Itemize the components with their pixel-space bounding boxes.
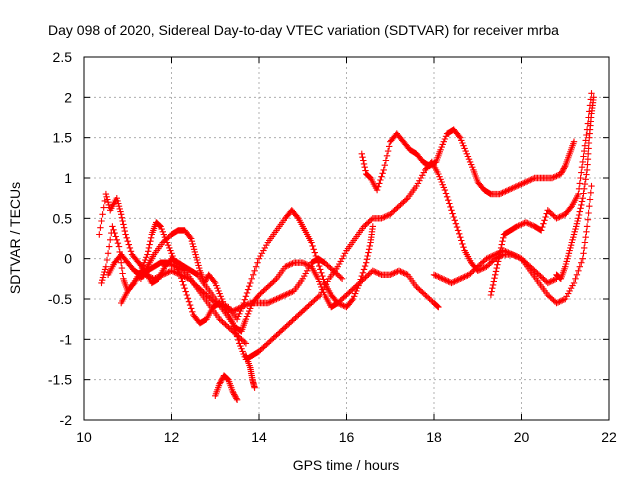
series-trace-d <box>137 227 442 335</box>
data-point-markers <box>242 352 258 391</box>
y-axis-label: SDTVAR / TECUs <box>7 182 23 294</box>
series-trace-c <box>358 126 578 198</box>
x-tick-label: 12 <box>164 429 180 445</box>
x-tick-label: 18 <box>426 429 442 445</box>
y-tick-label: 1 <box>64 170 72 186</box>
series-trace-k <box>553 94 597 282</box>
data-point-markers <box>430 247 560 287</box>
data-point-markers <box>212 372 241 403</box>
x-tick-label: 10 <box>76 429 92 445</box>
x-tick-label: 20 <box>514 429 530 445</box>
series-trace-h <box>104 251 250 347</box>
x-tick-label: 16 <box>339 429 355 445</box>
y-tick-label: 0 <box>64 251 72 267</box>
data-point-markers <box>137 227 442 335</box>
series-trace-j <box>242 352 258 391</box>
data-point-markers <box>487 90 595 299</box>
series-trace-g <box>487 90 595 299</box>
series-trace-i <box>212 372 241 403</box>
y-tick-label: 0.5 <box>53 210 73 226</box>
x-axis-label: GPS time / hours <box>293 457 400 473</box>
y-tick-label: 2.5 <box>53 49 73 65</box>
axis-ticks: 10 12 14 16 18 20 22 -2 -1.5 -1 -0.5 0 0.5 1 1.5 2 2.5 <box>48 49 617 445</box>
y-tick-label: 2 <box>64 89 72 105</box>
y-tick-label: -1 <box>60 331 73 347</box>
data-point-markers <box>553 94 597 282</box>
x-tick-label: 22 <box>601 429 617 445</box>
data-point-markers <box>104 251 250 347</box>
y-tick-label: -2 <box>60 412 73 428</box>
y-tick-label: 1.5 <box>53 130 73 146</box>
data-point-markers <box>358 126 578 198</box>
data-marks <box>96 90 597 403</box>
chart-title: Day 098 of 2020, Sidereal Day-to-day VTE… <box>48 22 559 38</box>
y-tick-label: -0.5 <box>48 291 72 307</box>
x-tick-label: 14 <box>251 429 267 445</box>
grid <box>84 57 609 420</box>
y-tick-label: -1.5 <box>48 372 72 388</box>
series-trace-f <box>430 247 560 287</box>
